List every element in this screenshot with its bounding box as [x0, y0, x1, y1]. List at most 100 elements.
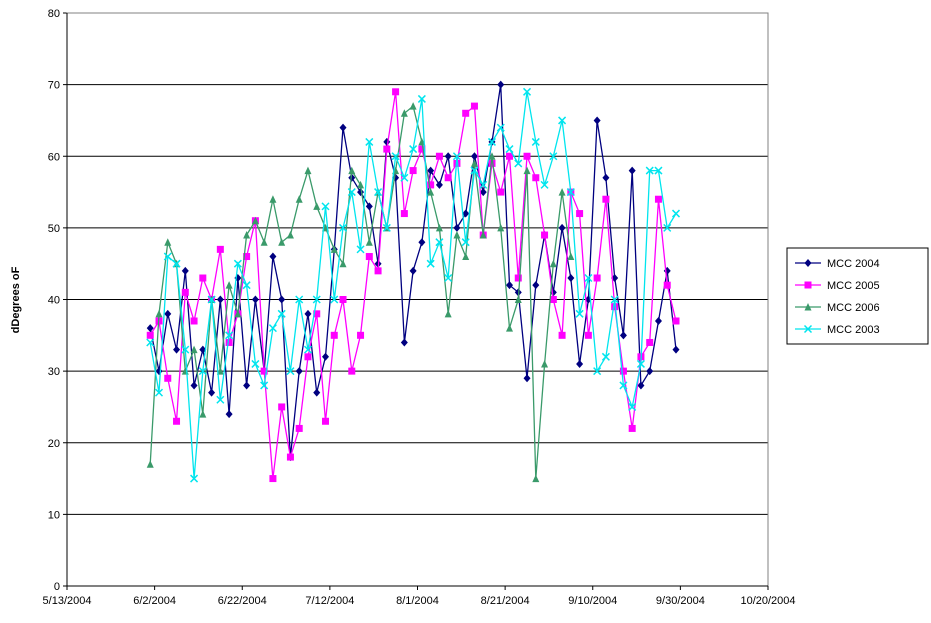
marker — [654, 316, 662, 325]
marker — [155, 309, 163, 318]
marker — [321, 417, 329, 425]
marker — [278, 238, 286, 246]
marker — [339, 123, 347, 132]
marker — [672, 317, 680, 325]
marker — [531, 137, 540, 146]
marker — [347, 188, 356, 197]
marker — [654, 195, 662, 203]
x-tick-label: 8/1/2004 — [396, 595, 439, 607]
marker — [225, 410, 233, 419]
marker — [295, 367, 303, 376]
marker — [426, 259, 435, 268]
marker — [348, 173, 356, 182]
marker — [671, 209, 681, 218]
marker — [392, 88, 400, 96]
marker — [278, 403, 286, 411]
y-tick-label: 70 — [48, 80, 60, 92]
marker — [523, 374, 531, 383]
x-tick-label: 9/30/2004 — [656, 595, 705, 607]
marker — [330, 331, 338, 339]
marker — [225, 281, 233, 289]
marker — [295, 295, 304, 304]
marker — [558, 331, 566, 339]
marker — [260, 381, 269, 390]
marker — [576, 359, 584, 368]
marker — [636, 359, 645, 368]
marker — [584, 273, 593, 283]
marker — [567, 274, 575, 283]
marker — [286, 367, 295, 376]
marker — [164, 374, 172, 382]
marker — [216, 395, 225, 404]
marker — [804, 259, 812, 267]
marker — [435, 238, 444, 247]
marker — [575, 309, 584, 318]
marker — [154, 388, 164, 397]
marker — [233, 259, 242, 268]
marker — [418, 238, 426, 247]
marker — [181, 266, 189, 275]
marker — [593, 274, 601, 282]
marker — [383, 145, 391, 153]
marker — [181, 345, 190, 354]
marker — [610, 295, 619, 304]
marker — [251, 295, 259, 304]
marker — [505, 145, 514, 154]
marker — [243, 381, 251, 390]
marker — [190, 317, 198, 325]
marker — [803, 324, 813, 334]
marker — [339, 296, 347, 303]
y-tick-label: 80 — [48, 8, 60, 20]
marker — [558, 223, 566, 232]
marker — [435, 180, 443, 189]
marker — [549, 259, 557, 268]
marker — [663, 223, 672, 232]
y-tick-label: 30 — [48, 366, 60, 378]
marker — [190, 381, 198, 390]
marker — [269, 195, 277, 203]
marker — [628, 402, 637, 411]
marker — [444, 309, 452, 318]
marker — [488, 159, 496, 167]
marker — [619, 367, 627, 375]
marker — [164, 309, 172, 318]
marker — [637, 381, 645, 390]
marker — [427, 188, 435, 196]
marker — [146, 331, 154, 339]
marker — [646, 367, 654, 376]
marker — [198, 367, 207, 376]
legend-label: MCC 2006 — [827, 302, 880, 314]
marker — [514, 159, 523, 168]
marker — [391, 152, 400, 161]
marker — [532, 474, 540, 483]
x-tick-label: 6/22/2004 — [218, 595, 267, 607]
marker — [357, 331, 365, 339]
marker — [497, 188, 505, 196]
marker — [497, 80, 505, 89]
marker — [804, 281, 812, 289]
marker — [278, 295, 286, 304]
marker — [313, 202, 321, 210]
marker — [409, 145, 418, 154]
marker — [243, 231, 251, 239]
marker — [602, 195, 610, 203]
marker — [532, 174, 540, 182]
marker — [444, 152, 452, 161]
marker — [418, 145, 426, 153]
marker — [321, 202, 330, 211]
marker — [181, 288, 189, 296]
marker — [173, 345, 181, 354]
marker — [269, 252, 277, 261]
marker — [409, 167, 417, 175]
marker — [567, 252, 575, 261]
x-tick-label: 9/10/2004 — [568, 595, 617, 607]
marker — [549, 152, 558, 161]
legend-label: MCC 2005 — [827, 280, 880, 292]
marker — [409, 266, 417, 275]
marker — [216, 245, 224, 253]
marker — [453, 223, 461, 232]
marker — [348, 166, 356, 175]
marker — [338, 223, 348, 232]
marker — [295, 424, 303, 432]
